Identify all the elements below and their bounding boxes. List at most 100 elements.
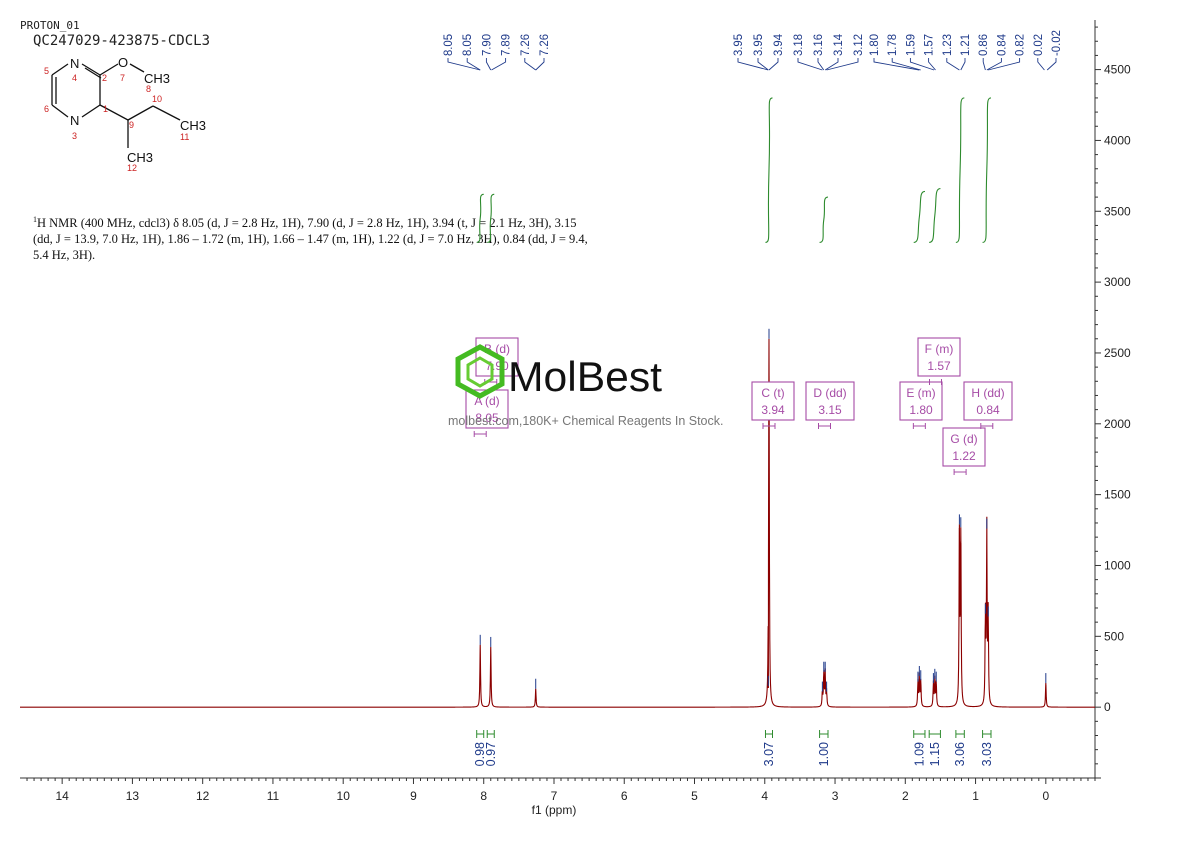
integral-value: 3.07 — [762, 742, 776, 766]
peak-shift-label: 3.18 — [791, 34, 805, 56]
peak-label-leader — [817, 58, 825, 71]
multiplet-shift: 1.80 — [909, 403, 933, 417]
y-tick-label: 0 — [1104, 700, 1111, 714]
atom-number-11: 11 — [180, 132, 189, 142]
peak-label-leader — [768, 58, 779, 71]
peak-shift-label: 8.05 — [441, 34, 455, 56]
peak-label-leader — [466, 58, 481, 71]
y-tick-label: 1500 — [1104, 488, 1131, 502]
peak-label-leader — [909, 58, 935, 71]
multiplet-shift: 0.84 — [976, 403, 1000, 417]
nmr-superscript: 1 — [33, 215, 37, 224]
x-tick-label: 12 — [196, 789, 210, 803]
peak-shift-label: 7.26 — [537, 34, 551, 56]
peak-shift-label: 1.21 — [958, 34, 972, 56]
peak-shift-label: 0.02 — [1031, 34, 1045, 56]
y-tick-label: 4500 — [1104, 63, 1131, 77]
peak-label-leader — [1046, 58, 1057, 71]
atom-number-9: 9 — [129, 120, 134, 130]
multiplet-label: E (m) — [906, 386, 935, 400]
integral-value: 1.15 — [928, 742, 942, 766]
atom-number-6: 6 — [44, 104, 49, 114]
integral-curve — [913, 190, 926, 243]
peak-label-leader — [797, 58, 823, 71]
multiplet-box — [942, 427, 986, 467]
peak-shift-label: 3.95 — [731, 34, 745, 56]
peak-label-leader — [447, 58, 481, 71]
peak-shift-label: 1.57 — [922, 34, 936, 56]
peak-shift-label: 7.26 — [518, 34, 532, 56]
peak-label-leader — [535, 58, 545, 71]
peak-shift-label: -0.02 — [1049, 30, 1063, 56]
peak-shift-label: 7.90 — [479, 34, 493, 56]
multiplet-label: C (t) — [761, 386, 784, 400]
peak-shift-label: 3.14 — [831, 34, 845, 56]
peak-shift-label: 1.78 — [885, 34, 899, 56]
logo-hexagon-icon — [455, 344, 505, 399]
peak-shift-label: 0.84 — [994, 34, 1008, 56]
molecule-structure: N O CH3 N CH3 CH3 5 4 2 7 8 6 1 10 9 11 … — [44, 55, 206, 173]
multiplet-box — [963, 381, 1013, 421]
atom-n4: N — [70, 56, 79, 71]
y-tick-label: 3000 — [1104, 275, 1131, 289]
integral-curve — [982, 97, 992, 243]
multiplet-box — [805, 381, 855, 421]
x-tick-label: 7 — [551, 789, 558, 803]
y-tick-label: 2000 — [1104, 417, 1131, 431]
multiplet-shift: 3.94 — [761, 403, 785, 417]
peak-shift-label: 8.05 — [460, 34, 474, 56]
atom-n3: N — [70, 113, 79, 128]
peak-label-leader — [491, 58, 507, 71]
peak-label-leader — [737, 58, 769, 71]
x-tick-label: 2 — [902, 789, 909, 803]
peak-shift-label: 0.82 — [1013, 34, 1027, 56]
integral-curve — [929, 188, 941, 243]
integral-curve — [487, 193, 495, 243]
x-tick-label: 1 — [972, 789, 979, 803]
multiplet-shift: 8.05 — [475, 411, 499, 425]
multiplet-label: D (dd) — [813, 386, 846, 400]
peak-label-leader — [960, 58, 966, 71]
peak-shift-label: 1.59 — [903, 34, 917, 56]
peak-label-leader — [824, 58, 839, 71]
watermark-tagline: molbest.com,180K+ Chemical Reagents In S… — [448, 414, 724, 428]
peak-shift-label: 3.94 — [771, 34, 785, 56]
atom-number-4: 4 — [72, 73, 77, 83]
peak-shift-label: 3.12 — [851, 34, 865, 56]
nmr-description-text: H NMR (400 MHz, cdcl3) δ 8.05 (d, J = 2.… — [33, 216, 588, 263]
peak-label-leader — [757, 58, 769, 71]
atom-number-10: 10 — [152, 94, 162, 104]
atom-number-2: 2 — [102, 73, 107, 83]
peak-label-leader — [524, 58, 536, 71]
atom-ch3-11: CH3 — [180, 118, 206, 133]
x-tick-label: 13 — [126, 789, 140, 803]
y-tick-label: 4000 — [1104, 133, 1131, 147]
x-tick-label: 10 — [337, 789, 351, 803]
atom-ch3-12: CH3 — [127, 150, 153, 165]
y-tick-label: 500 — [1104, 629, 1124, 643]
multiplet-label: H (dd) — [971, 386, 1004, 400]
peak-label-leader — [986, 58, 1002, 71]
peak-label-leader — [826, 58, 859, 71]
multiplet-label: F (m) — [925, 342, 954, 356]
atom-number-7: 7 — [120, 73, 125, 83]
integral-curve — [955, 97, 965, 243]
integral-value: 1.09 — [912, 742, 926, 766]
logo-inner-hexagon-icon — [466, 356, 494, 388]
integral-value: 0.98 — [473, 742, 487, 766]
peak-shift-label: 0.86 — [976, 34, 990, 56]
nmr-description: 1H NMR (400 MHz, cdcl3) δ 8.05 (d, J = 2… — [33, 212, 593, 263]
x-tick-label: 8 — [480, 789, 487, 803]
x-tick-label: 11 — [267, 789, 280, 803]
integral-curve — [819, 196, 829, 243]
molbest-logo: MolBest — [455, 344, 662, 400]
peak-label-leader — [1037, 58, 1045, 71]
x-tick-label: 3 — [832, 789, 839, 803]
peak-label-leader — [891, 58, 921, 71]
experiment-name: PROTON_01 — [20, 19, 80, 32]
atom-number-1: 1 — [103, 104, 108, 114]
multiplet-box — [751, 381, 795, 421]
peak-shift-label: 3.95 — [751, 34, 765, 56]
atom-number-12: 12 — [127, 163, 137, 173]
peak-shift-label: 7.89 — [499, 34, 513, 56]
